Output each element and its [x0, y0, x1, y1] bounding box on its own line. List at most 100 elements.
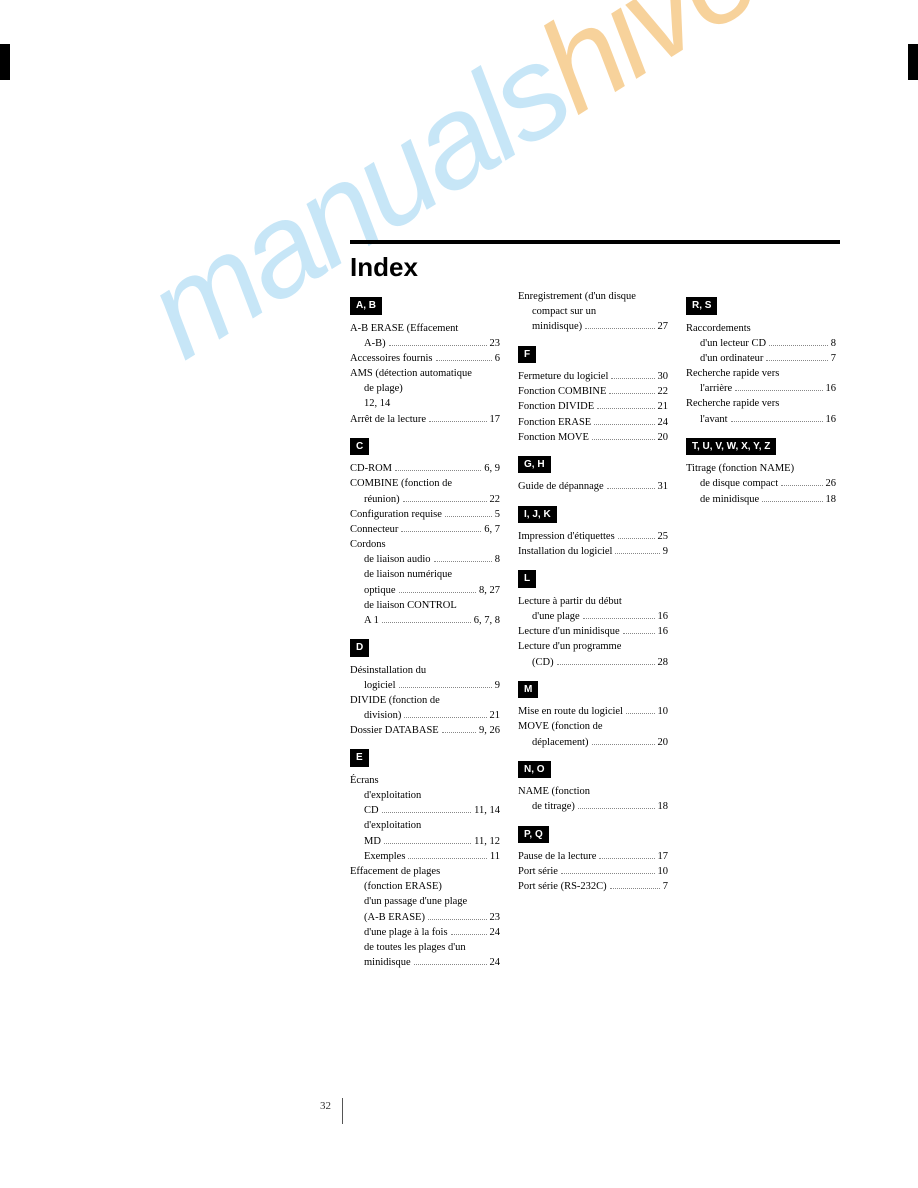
index-entry: d'un lecteur CD 8	[686, 337, 836, 351]
entry-text: de liaison CONTROL	[364, 599, 457, 613]
index-entry: déplacement) 20	[518, 736, 668, 750]
index-entry: Fonction MOVE20	[518, 431, 668, 445]
entry-page: 16	[658, 610, 669, 624]
entry-page: 6, 9	[484, 462, 500, 476]
index-entry: Exemples11	[350, 850, 500, 864]
entry-text: d'un lecteur CD	[700, 337, 766, 351]
index-column: A, BA-B ERASE (EffacementA-B)23Accessoir…	[350, 287, 500, 971]
leader-dots	[781, 485, 822, 486]
index-page: Index A, BA-B ERASE (EffacementA-B)23Acc…	[350, 240, 840, 971]
top-rule	[350, 240, 840, 244]
entry-page: 16	[658, 625, 669, 639]
entry-text: Dossier DATABASE	[350, 724, 439, 738]
entry-text: Arrêt de la lecture	[350, 413, 426, 427]
entry-page: 7	[663, 880, 668, 894]
index-entry: de plage)	[350, 382, 500, 396]
index-entry: Configuration requise5	[350, 508, 500, 522]
index-entry: de titrage)18	[518, 800, 668, 814]
page-number: 32	[320, 1100, 331, 1112]
entry-page: 7	[831, 352, 836, 366]
entry-text: Enregistrement (d'un disque	[518, 290, 636, 304]
leader-dots	[735, 390, 822, 391]
entry-text: A 1	[364, 614, 379, 628]
index-entry: de liaison numérique	[350, 568, 500, 582]
leader-dots	[610, 888, 660, 889]
index-entry: Connecteur6, 7	[350, 523, 500, 537]
entry-page: 6	[495, 352, 500, 366]
entry-text: de toutes les plages d'un	[364, 941, 466, 955]
index-entry: Fonction COMBINE22	[518, 385, 668, 399]
entry-page: 22	[658, 385, 669, 399]
leader-dots	[626, 713, 655, 714]
section-label: I, J, K	[518, 506, 557, 524]
entry-text: déplacement)	[532, 736, 589, 750]
index-entry: d'exploitation	[350, 819, 500, 833]
entry-text: Exemples	[364, 850, 405, 864]
index-entry: A-B ERASE (Effacement	[350, 322, 500, 336]
leader-dots	[408, 858, 486, 859]
index-entry: de liaison CONTROL	[350, 599, 500, 613]
index-entry: Cordons	[350, 538, 500, 552]
index-column: R, SRaccordementsd'un lecteur CD8d'un or…	[686, 287, 836, 971]
leader-dots	[557, 664, 655, 665]
entry-text: optique	[364, 584, 396, 598]
index-columns: A, BA-B ERASE (EffacementA-B)23Accessoir…	[350, 287, 840, 971]
entry-page: 30	[658, 370, 669, 384]
entry-page: 8	[831, 337, 836, 351]
entry-page: 9, 26	[479, 724, 500, 738]
entry-text: réunion)	[364, 493, 400, 507]
watermark-part2: hive.com	[514, 0, 918, 140]
leader-dots	[561, 873, 655, 874]
entry-page: 31	[658, 480, 669, 494]
index-entry: optique8, 27	[350, 584, 500, 598]
leader-dots	[429, 421, 486, 422]
entry-text: Guide de dépannage	[518, 480, 604, 494]
entry-page: 20	[658, 736, 669, 750]
entry-text: Installation du logiciel	[518, 545, 612, 559]
entry-page: 24	[658, 416, 669, 430]
index-entry: (fonction ERASE)	[350, 880, 500, 894]
entry-text: d'un ordinateur	[700, 352, 763, 366]
entry-page: 17	[658, 850, 669, 864]
index-entry: Installation du logiciel9	[518, 545, 668, 559]
index-entry: Enregistrement (d'un disque	[518, 290, 668, 304]
entry-text: division)	[364, 709, 401, 723]
leader-dots	[399, 592, 477, 593]
index-entry: Raccordements	[686, 322, 836, 336]
leader-dots	[615, 553, 659, 554]
entry-text: d'une plage à la fois	[364, 926, 448, 940]
entry-text: Mise en route du logiciel	[518, 705, 623, 719]
entry-page: 28	[658, 656, 669, 670]
index-entry: Lecture d'un minidisque16	[518, 625, 668, 639]
entry-page: 23	[490, 911, 501, 925]
entry-text: (fonction ERASE)	[364, 880, 442, 894]
leader-dots	[592, 439, 655, 440]
index-entry: Titrage (fonction NAME)	[686, 462, 836, 476]
leader-dots	[578, 808, 655, 809]
entry-text: Désinstallation du	[350, 664, 426, 678]
entry-text: d'une plage	[532, 610, 580, 624]
index-entry: d'une plage 16	[518, 610, 668, 624]
section-label: E	[350, 749, 369, 767]
leader-dots	[607, 488, 655, 489]
entry-text: Fonction DIVIDE	[518, 400, 594, 414]
entry-text: (CD)	[532, 656, 554, 670]
entry-page: 24	[490, 956, 501, 970]
entry-page: 26	[826, 477, 837, 491]
section-label: G, H	[518, 456, 551, 474]
entry-page: 20	[658, 431, 669, 445]
entry-text: compact sur un	[532, 305, 596, 319]
leader-dots	[769, 345, 828, 346]
entry-text: l'arrière	[700, 382, 732, 396]
index-entry: minidisque24	[350, 956, 500, 970]
index-entry: Arrêt de la lecture17	[350, 413, 500, 427]
leader-dots	[609, 393, 654, 394]
leader-dots	[403, 501, 487, 502]
index-entry: Port série (RS-232C)7	[518, 880, 668, 894]
entry-text: Accessoires fournis	[350, 352, 433, 366]
scan-edge-right	[908, 44, 918, 80]
entry-text: logiciel	[364, 679, 396, 693]
index-entry: d'un passage d'une plage	[350, 895, 500, 909]
entry-text: de liaison numérique	[364, 568, 452, 582]
entry-text: Recherche rapide vers	[686, 397, 779, 411]
